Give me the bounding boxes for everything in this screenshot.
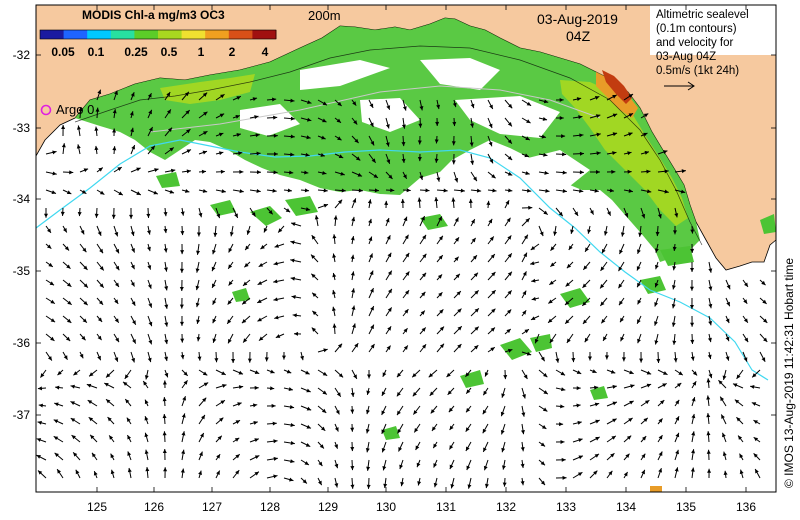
longitude-tick-label: 126 (144, 500, 164, 514)
cloud-gap-5 (240, 104, 300, 136)
longitude-tick-label: 125 (87, 500, 107, 514)
chl-offshore-patch (210, 200, 236, 216)
chl-offshore-patch (640, 276, 666, 294)
info-line-5: 0.5m/s (1kt 24h) (656, 65, 739, 77)
isobath-200m (74, 45, 703, 246)
colorbar-tick-label: 0.1 (88, 45, 105, 59)
colorbar-segment (181, 30, 206, 39)
colorbar-tick-label: 0.05 (51, 45, 75, 59)
argo-marker (40, 104, 52, 116)
sealevel-contour (149, 85, 601, 133)
chl-offshore-patch (530, 334, 552, 352)
cloud-gap-2 (420, 58, 500, 90)
time-label: 04Z (566, 28, 591, 44)
latitude-tick-label: -34 (13, 192, 31, 206)
argo-label: Argo 0 (56, 102, 94, 117)
latitude-tick-label: -32 (13, 48, 31, 62)
longitude-axis: 125 126 127 128 129 130 131 132 133 134 135 136 (87, 5, 756, 514)
latitude-tick-label: -37 (13, 408, 31, 422)
colorbar-segment (134, 30, 159, 39)
info-line-3: and velocity for (656, 37, 734, 49)
colorbar-segment (63, 30, 88, 39)
chl-light-patch-2 (560, 80, 688, 226)
colorbar-title: MODIS Chl-a mg/m3 OC3 (82, 8, 225, 22)
chl-orange-speck (650, 486, 662, 492)
longitude-tick-label: 127 (202, 500, 222, 514)
colorbar-segment (40, 30, 65, 39)
cloud-gap-1 (300, 60, 390, 90)
chl-offshore-patch (500, 338, 532, 360)
colorbar-tick-label: 2 (229, 45, 236, 59)
latitude-tick-label: -35 (13, 264, 31, 278)
longitude-tick-label: 129 (318, 500, 338, 514)
chl-light-patch-1 (160, 74, 255, 104)
chl-offshore-patch (382, 426, 400, 440)
colorbar-segment (158, 30, 183, 39)
latitude-axis: -32 -33 -34 -35 -36 -37 (13, 48, 776, 422)
cloud-gap-6 (520, 150, 590, 186)
velocity-arrows (36, 89, 768, 489)
info-line-2: (0.1m contours) (656, 23, 737, 35)
chl-offshore-patch (660, 246, 694, 266)
chl-offshore-patch (250, 206, 282, 226)
colorbar-tick-label: 1 (198, 45, 205, 59)
chl-offshore-patch (156, 172, 180, 188)
longitude-tick-label: 134 (616, 500, 636, 514)
colorbar-segment (228, 30, 253, 39)
chl-red-patch (602, 70, 632, 104)
latitude-tick-label: -33 (13, 121, 31, 135)
colorbar-segment (205, 30, 230, 39)
colorbar-tick-label: 4 (262, 45, 269, 59)
longitude-tick-label: 135 (676, 500, 696, 514)
chl-offshore-patch (285, 196, 318, 216)
chl-offshore-patch (232, 288, 250, 302)
colorbar-segment (252, 30, 277, 39)
longitude-tick-label: 131 (436, 500, 456, 514)
colorbar-segment (87, 30, 112, 39)
longitude-tick-label: 130 (376, 500, 396, 514)
colorbar-tick-label: 0.5 (161, 45, 178, 59)
plot-border (35, 4, 777, 493)
longitude-tick-label: 128 (260, 500, 280, 514)
info-box (650, 5, 776, 55)
longitude-tick-label: 132 (496, 500, 516, 514)
longitude-tick-label: 136 (736, 500, 756, 514)
info-line-4: 03-Aug 04Z (656, 51, 716, 63)
info-line-1: Altimetric sealevel (656, 9, 749, 21)
colorbar (39, 29, 277, 40)
chl-offshore-patch (760, 214, 776, 234)
longitude-tick-label: 133 (556, 500, 576, 514)
colorbar-ticks: 0.05 0.1 0.25 0.5 1 2 4 (51, 45, 268, 59)
colorbar-segment (110, 30, 135, 39)
scale-arrow (664, 81, 695, 91)
latitude-tick-label: -36 (13, 336, 31, 350)
credit-text: © IMOS 13-Aug-2019 11:42:31 Hobart time (782, 258, 796, 488)
colorbar-tick-label: 0.25 (124, 45, 148, 59)
cloud-gap-3 (455, 96, 560, 138)
contour-depth-label: 200m (308, 8, 341, 23)
date-label: 03-Aug-2019 (537, 11, 618, 27)
